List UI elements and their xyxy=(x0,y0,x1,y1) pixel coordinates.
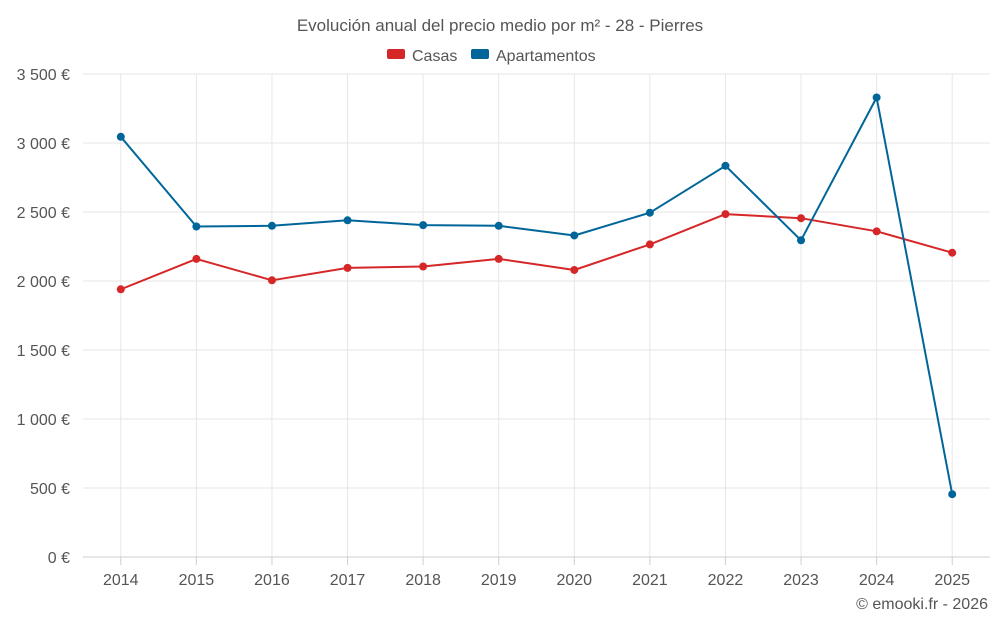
data-point-apartamentos-2019[interactable] xyxy=(494,221,503,230)
data-point-casas-2017[interactable] xyxy=(343,263,352,272)
x-tick-label: 2019 xyxy=(481,572,517,589)
y-axis: 0 € 500 € 1 000 € 1 500 € 2 000 € 2 500 € 3 00… xyxy=(17,67,70,567)
x-tick-label: 2020 xyxy=(556,572,592,589)
series-lines xyxy=(116,93,957,499)
data-point-casas-2023[interactable] xyxy=(797,214,806,223)
credit-text: © emooki.fr - 2026 xyxy=(856,596,988,613)
x-tick-label: 2014 xyxy=(103,572,139,589)
x-axis: 2014 2015 2016 2017 2018 2019 2020 2021 2022 2023… xyxy=(83,556,990,589)
data-point-apartamentos-2018[interactable] xyxy=(419,221,428,230)
x-tick-label: 2021 xyxy=(632,572,668,589)
data-point-apartamentos-2015[interactable] xyxy=(192,222,201,231)
data-point-apartamentos-2023[interactable] xyxy=(797,236,806,245)
data-point-apartamentos-2024[interactable] xyxy=(872,93,881,102)
data-point-casas-2015[interactable] xyxy=(192,254,201,263)
data-point-apartamentos-2016[interactable] xyxy=(267,221,276,230)
x-tick-label: 2016 xyxy=(254,572,290,589)
legend-item-casas[interactable]: Casas xyxy=(387,48,457,65)
legend-swatch-apartamentos xyxy=(471,49,489,59)
x-tick-label: 2024 xyxy=(859,572,895,589)
legend: Casas Apartamentos xyxy=(387,48,596,65)
data-point-apartamentos-2022[interactable] xyxy=(721,161,730,170)
data-point-casas-2021[interactable] xyxy=(645,240,654,249)
legend-label-apartamentos: Apartamentos xyxy=(496,48,596,65)
y-tick-label: 1 500 € xyxy=(17,343,70,360)
legend-label-casas: Casas xyxy=(412,48,457,65)
data-point-apartamentos-2014[interactable] xyxy=(116,132,125,141)
x-tick-label: 2018 xyxy=(405,572,441,589)
data-point-apartamentos-2020[interactable] xyxy=(570,231,579,240)
data-point-apartamentos-2021[interactable] xyxy=(645,208,654,217)
y-tick-label: 3 000 € xyxy=(17,136,70,153)
data-point-casas-2022[interactable] xyxy=(721,210,730,219)
data-point-apartamentos-2025[interactable] xyxy=(948,490,957,499)
gridlines xyxy=(83,73,990,557)
y-tick-label: 2 000 € xyxy=(17,274,70,291)
legend-swatch-casas xyxy=(387,49,405,59)
data-point-casas-2018[interactable] xyxy=(419,262,428,271)
x-tick-label: 2025 xyxy=(934,572,970,589)
data-point-apartamentos-2017[interactable] xyxy=(343,216,352,225)
data-point-casas-2020[interactable] xyxy=(570,265,579,274)
legend-item-apartamentos[interactable]: Apartamentos xyxy=(471,48,596,65)
x-tick-label: 2015 xyxy=(179,572,215,589)
series-apartamentos xyxy=(116,93,957,499)
data-point-casas-2016[interactable] xyxy=(267,276,276,285)
data-point-casas-2014[interactable] xyxy=(116,285,125,294)
series-line-casas xyxy=(119,213,954,291)
x-tick-label: 2023 xyxy=(783,572,819,589)
data-point-casas-2019[interactable] xyxy=(494,254,503,263)
data-point-casas-2025[interactable] xyxy=(948,248,957,257)
y-tick-label: 2 500 € xyxy=(17,205,70,222)
chart-title: Evolución anual del precio medio por m² … xyxy=(297,16,703,35)
data-point-casas-2024[interactable] xyxy=(872,227,881,236)
y-tick-label: 0 € xyxy=(48,550,70,567)
x-tick-label: 2022 xyxy=(708,572,744,589)
series-line-apartamentos xyxy=(119,96,954,496)
x-tick-label: 2017 xyxy=(330,572,366,589)
series-casas xyxy=(116,210,957,294)
y-tick-label: 500 € xyxy=(30,481,70,498)
y-tick-label: 3 500 € xyxy=(17,67,70,84)
y-tick-label: 1 000 € xyxy=(17,412,70,429)
